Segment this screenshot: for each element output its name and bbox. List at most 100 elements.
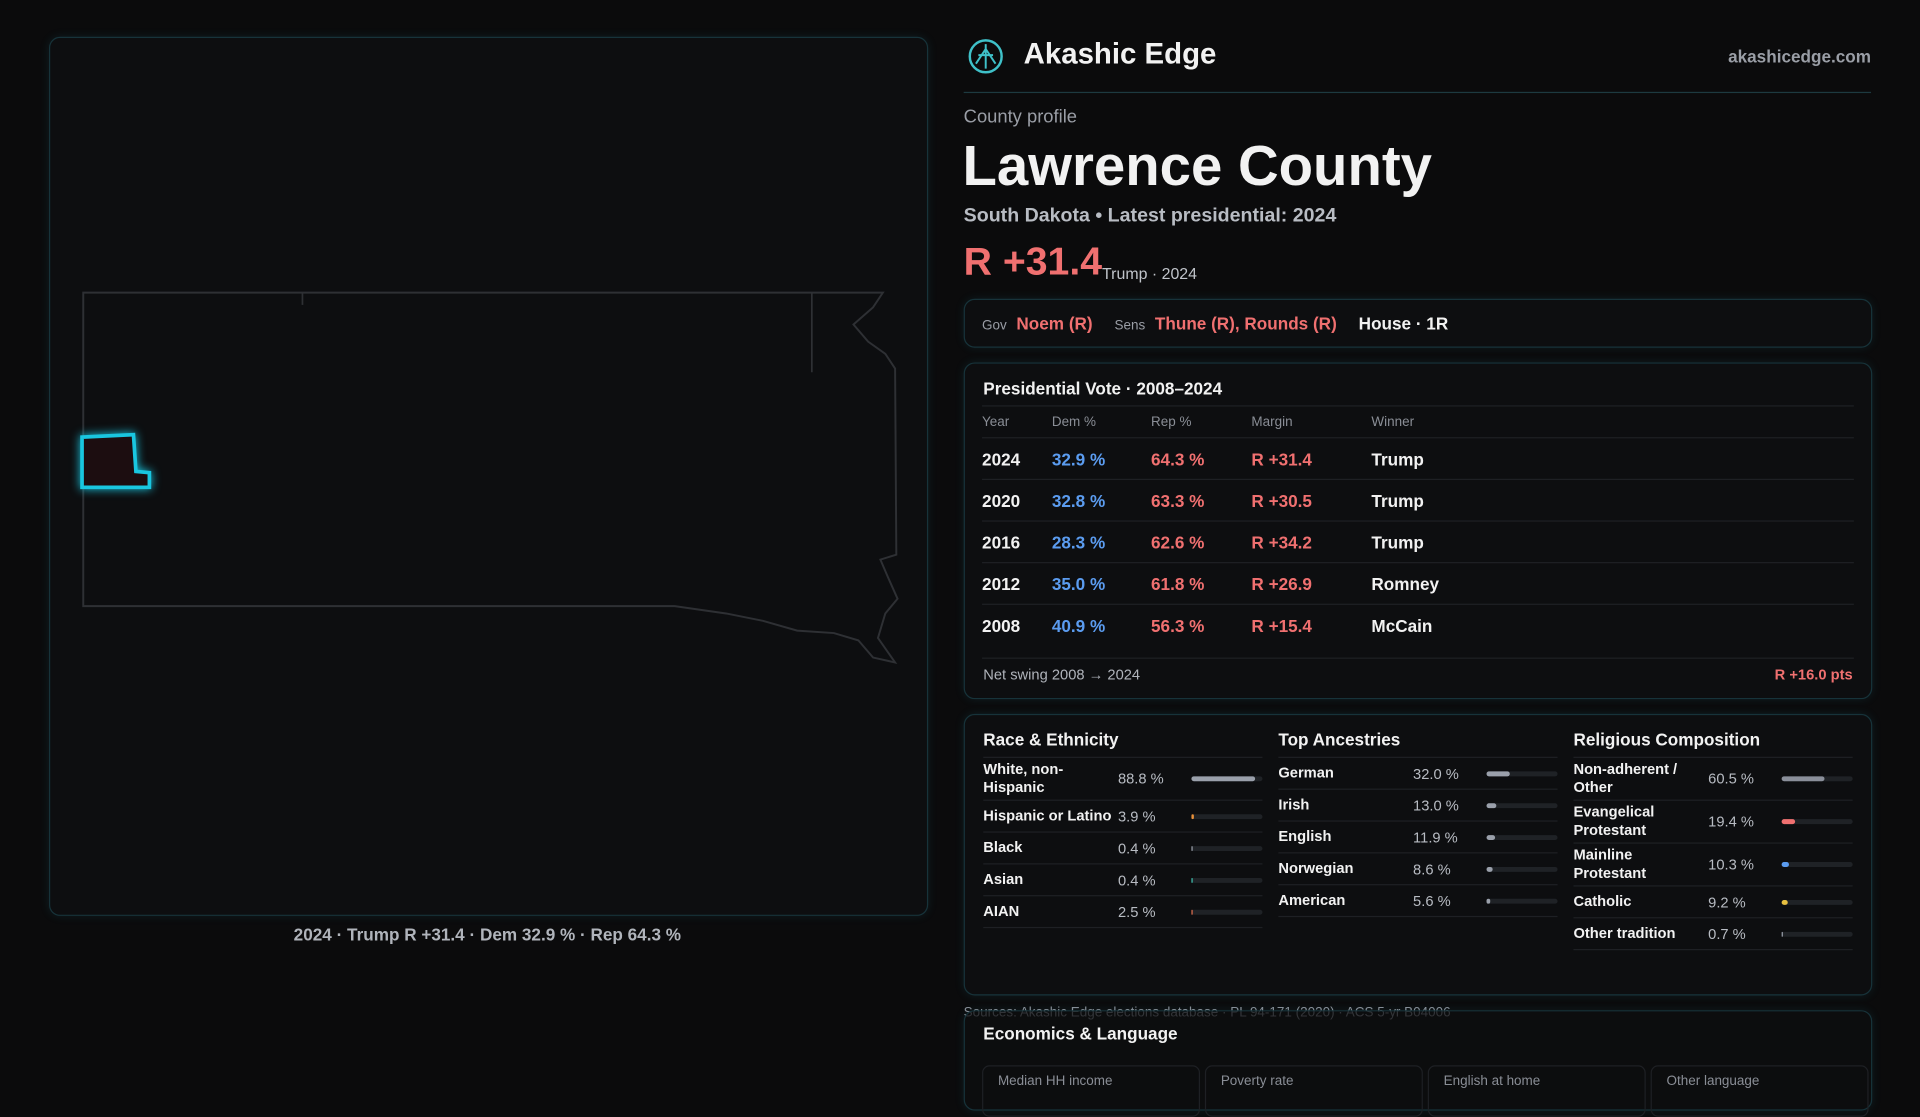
table-cell: 56.3 % — [1151, 616, 1204, 636]
subtitle: South Dakota • Latest presidential: 2024 — [964, 206, 1337, 228]
table-cell: 35.0 % — [1052, 574, 1105, 594]
table-cell: 61.8 % — [1151, 574, 1204, 594]
table-cell: R +31.4 — [1251, 449, 1312, 469]
bar — [1487, 771, 1510, 776]
demo-value: 3.9 % — [1118, 808, 1191, 825]
sens: Thune (R), Rounds (R) — [1155, 313, 1337, 333]
table-cell: Trump — [1371, 449, 1423, 469]
table-cell: 2020 — [982, 491, 1020, 511]
table-cell: McCain — [1371, 616, 1432, 636]
table-cell: Trump — [1371, 533, 1423, 553]
bar-track — [1487, 771, 1558, 776]
demo-name: German — [1278, 762, 1413, 785]
column-header: Dem % — [1052, 415, 1096, 430]
bar — [1487, 866, 1493, 871]
demo-name: American — [1278, 889, 1413, 912]
column-header: Rep % — [1151, 415, 1191, 430]
table-cell: 2024 — [982, 449, 1020, 469]
bar — [1487, 803, 1496, 808]
gov-label: Gov — [982, 318, 1007, 333]
table-cell: 2016 — [982, 533, 1020, 553]
econ-label: English at home — [1444, 1074, 1541, 1089]
brand: Akashic Edge — [1024, 38, 1217, 72]
table-cell: 28.3 % — [1052, 533, 1105, 553]
bar-track — [1782, 862, 1853, 867]
gov: Noem (R) — [1016, 313, 1092, 333]
bar — [1191, 814, 1194, 819]
sens-label: Sens — [1115, 318, 1146, 333]
demo-name: Evangelical Protestant — [1573, 801, 1708, 843]
bar-track — [1191, 814, 1262, 819]
demo-name: Irish — [1278, 793, 1413, 816]
demo-name: Norwegian — [1278, 857, 1413, 880]
demo-value: 2.5 % — [1118, 903, 1191, 920]
econ-cell: English at home — [1428, 1065, 1646, 1116]
county-highlight[interactable] — [82, 435, 149, 488]
table-cell: 63.3 % — [1151, 491, 1204, 511]
margin-note: Trump · 2024 — [1102, 264, 1197, 282]
econ-label: Median HH income — [998, 1074, 1113, 1089]
bar-track — [1782, 899, 1853, 904]
demo-name: English — [1278, 825, 1413, 848]
table-cell: Trump — [1371, 491, 1423, 511]
bar-track — [1782, 776, 1853, 781]
demo-name: AIAN — [983, 900, 1118, 923]
column-header: Winner — [1371, 415, 1414, 430]
table-cell: R +30.5 — [1251, 491, 1312, 511]
table-title: Presidential Vote · 2008–2024 — [983, 378, 1222, 398]
margin: R +31.4 — [964, 239, 1102, 284]
demo-value: 11.9 % — [1413, 828, 1486, 845]
officials-row: Gov Noem (R) Sens Thune (R), Rounds (R) … — [982, 313, 1448, 333]
demo-value: 13.0 % — [1413, 797, 1486, 814]
demo-title: Religious Composition — [1573, 730, 1852, 758]
demo-value: 0.4 % — [1118, 871, 1191, 888]
bar-track — [1782, 931, 1853, 936]
table-cell: 32.8 % — [1052, 491, 1105, 511]
bar-track — [1191, 846, 1262, 851]
demo-name: Asian — [983, 868, 1118, 891]
demo-value: 32.0 % — [1413, 765, 1486, 782]
econ-cell: Median HH income — [982, 1065, 1200, 1116]
demo-value: 19.4 % — [1708, 813, 1781, 830]
demo-title: Top Ancestries — [1278, 730, 1557, 758]
demo-value: 88.8 % — [1118, 770, 1191, 787]
county-name: Lawrence County — [962, 132, 1431, 198]
bar-track — [1191, 776, 1262, 781]
table-cell: R +15.4 — [1251, 616, 1312, 636]
bar — [1782, 862, 1789, 867]
bar — [1487, 834, 1495, 839]
divider — [964, 92, 1871, 93]
map — [50, 38, 927, 915]
bar-track — [1487, 898, 1558, 903]
demo-value: 10.3 % — [1708, 856, 1781, 873]
house: House · 1R — [1359, 313, 1449, 333]
bar-track — [1487, 803, 1558, 808]
column-header: Year — [982, 415, 1009, 430]
demo-value: 5.6 % — [1413, 892, 1486, 909]
bar — [1191, 776, 1254, 781]
table-cell: Romney — [1371, 574, 1439, 594]
bar-track — [1487, 866, 1558, 871]
table-cell: 40.9 % — [1052, 616, 1105, 636]
demo-value: 60.5 % — [1708, 770, 1781, 787]
site-link[interactable]: akashicedge.com — [1728, 47, 1871, 67]
table-cell: 62.6 % — [1151, 533, 1204, 553]
demo-name: White, non-Hispanic — [983, 758, 1118, 800]
app: 2024 · Trump R +31.4 · Dem 32.9 % · Rep … — [0, 0, 1920, 1080]
bar — [1487, 898, 1491, 903]
